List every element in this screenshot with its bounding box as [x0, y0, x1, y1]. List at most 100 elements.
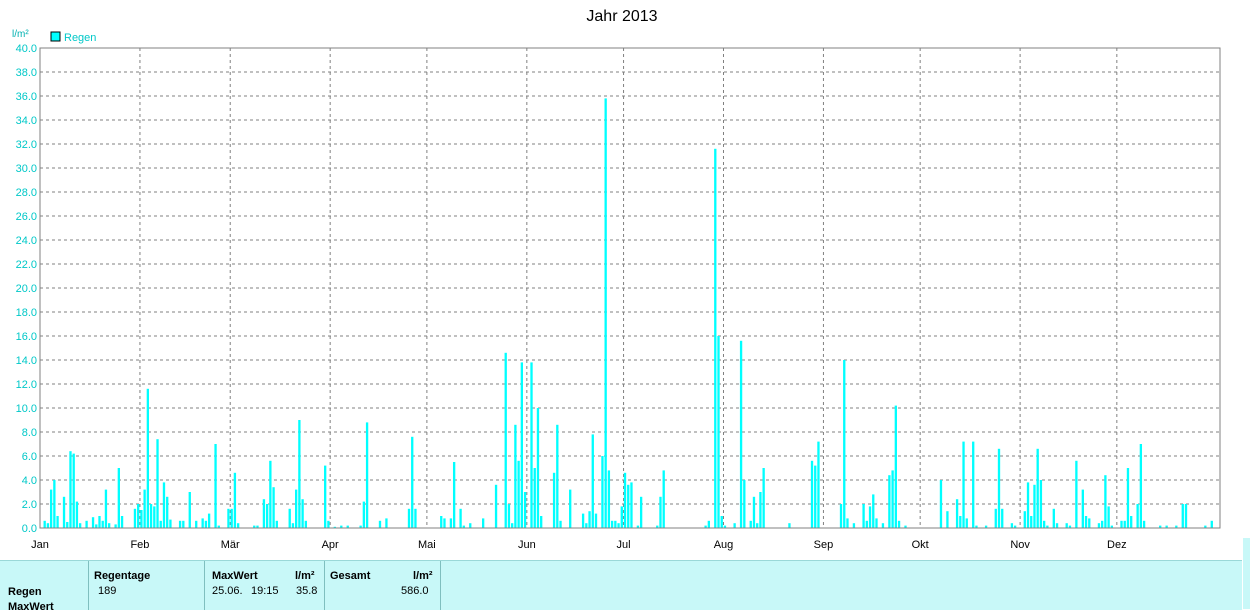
- rain-bar: [459, 508, 462, 528]
- rain-bar: [556, 424, 559, 528]
- rain-bar: [265, 504, 269, 528]
- regentage-value: 189: [98, 585, 117, 597]
- y-tick-label: 26.0: [16, 211, 37, 223]
- rain-bar: [872, 494, 875, 528]
- y-tick-label: 6.0: [22, 451, 37, 463]
- rain-bar: [207, 513, 211, 528]
- rain-bar: [507, 504, 511, 528]
- rain-bar: [1026, 482, 1030, 528]
- rain-bar: [301, 499, 304, 528]
- rain-bar: [759, 492, 762, 528]
- rain-bar: [607, 470, 611, 528]
- rain-bar: [504, 352, 507, 528]
- rain-bar: [1088, 518, 1091, 528]
- rain-bar: [533, 468, 536, 528]
- y-tick-label: 32.0: [16, 139, 37, 151]
- rain-bar: [1010, 523, 1014, 528]
- x-tick-label: Jan: [31, 539, 49, 551]
- stats-col-end: [440, 561, 442, 610]
- rain-bar: [601, 456, 604, 528]
- rain-bar: [1052, 508, 1055, 528]
- rain-bar: [149, 504, 153, 528]
- rain-bar: [984, 525, 988, 528]
- x-tick-label: Nov: [1010, 539, 1030, 551]
- y-tick-label: 0.0: [22, 523, 37, 535]
- y-tick-label: 2.0: [22, 499, 37, 511]
- rain-bar: [662, 470, 665, 528]
- x-tick-label: Apr: [322, 539, 339, 551]
- rain-bar: [146, 388, 150, 528]
- rain-bar: [169, 519, 172, 528]
- x-tick-label: Jun: [518, 539, 536, 551]
- rain-bar: [66, 522, 69, 528]
- rain-bar: [1165, 525, 1168, 528]
- rain-bar: [604, 98, 607, 529]
- y-tick-label: 14.0: [16, 355, 37, 367]
- rain-bar: [114, 524, 117, 528]
- stats-col-maxwert: [204, 561, 325, 610]
- y-tick-label: 30.0: [16, 163, 37, 175]
- rain-bar: [46, 523, 50, 528]
- rain-bar: [997, 448, 1001, 528]
- rain-bar: [762, 468, 765, 528]
- rain-bar: [1033, 484, 1036, 528]
- y-tick-label: 28.0: [16, 187, 37, 199]
- rain-bar: [623, 472, 627, 528]
- rain-bar: [217, 525, 220, 528]
- stats-col-regentage: [88, 561, 205, 610]
- rain-bar: [166, 496, 169, 528]
- rain-bar: [610, 520, 614, 528]
- rain-bar: [972, 441, 975, 528]
- x-axis-ticks: Jan Feb Mär Apr Mai Jun Jul Aug Sep Okt Nov Dez: [31, 539, 1126, 551]
- y-tick-label: 36.0: [16, 91, 37, 103]
- gesamt-header: Gesamt: [330, 570, 371, 582]
- rain-bar: [178, 520, 182, 528]
- rain-bar: [56, 516, 59, 528]
- rain-bar: [1068, 525, 1072, 528]
- rain-bar: [253, 525, 256, 528]
- chart-area: Jahr 2013 l/m² Regen 0.0 2.0 4.0 6.0 8.0 10.0…: [12, 8, 1221, 551]
- rain-bar: [875, 518, 878, 528]
- rain-chart: Jahr 2013 l/m² Regen 0.0 2.0 4.0 6.0 8.0 10.0…: [12, 8, 1221, 551]
- y-tick-label: 34.0: [16, 115, 37, 127]
- rain-bar: [523, 492, 527, 528]
- rain-bar: [365, 422, 369, 528]
- rain-bar: [262, 499, 266, 528]
- rain-bar: [743, 480, 746, 528]
- maxwert-value: 35.8: [296, 585, 318, 597]
- rain-bar: [1046, 525, 1049, 528]
- rain-bar: [636, 525, 640, 528]
- rain-bar: [1136, 504, 1139, 528]
- rain-bar: [714, 148, 717, 529]
- rain-bar: [630, 482, 633, 528]
- rain-bar: [517, 460, 520, 528]
- rain-bar: [288, 508, 291, 528]
- rain-bar: [269, 460, 272, 528]
- rain-bar: [1001, 508, 1004, 528]
- rain-bar: [946, 511, 949, 528]
- rain-bar: [304, 520, 307, 528]
- x-tick-label: Mär: [221, 539, 240, 551]
- rain-bar: [117, 468, 120, 528]
- y-tick-label: 20.0: [16, 283, 37, 295]
- rain-bar: [939, 480, 943, 528]
- rain-bar: [95, 524, 98, 528]
- rain-bar: [846, 518, 849, 528]
- y-axis-ticks: 0.0 2.0 4.0 6.0 8.0 10.0 12.0 14.0 16.0 18.0 20.0 2…: [16, 43, 37, 535]
- rain-bar: [69, 451, 72, 528]
- rain-bar: [385, 518, 388, 528]
- rain-bar: [514, 424, 517, 528]
- rain-bar: [749, 520, 752, 528]
- rain-bar: [1139, 444, 1143, 528]
- rain-bar: [101, 520, 104, 528]
- rain-bar: [656, 525, 659, 528]
- rain-bar: [49, 489, 53, 528]
- maxwert-date: 25.06.: [212, 585, 243, 597]
- rain-bar: [137, 504, 140, 528]
- rain-bar: [530, 362, 533, 528]
- rain-bar: [333, 526, 337, 528]
- rain-bar: [868, 506, 872, 528]
- rain-bar: [340, 525, 343, 528]
- rain-bar: [1023, 511, 1026, 528]
- stats-panel: Regen MaxWert Regentage 189 MaxWert l/m²…: [0, 560, 1242, 613]
